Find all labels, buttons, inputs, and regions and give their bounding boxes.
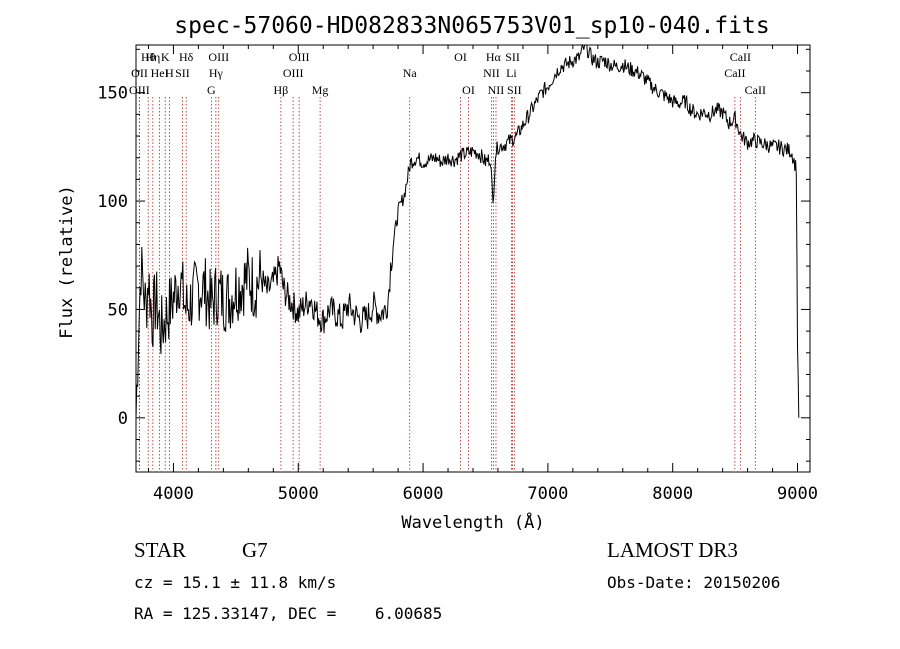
- redshift-velocity: cz = 15.1 ± 11.8 km/s: [134, 573, 336, 592]
- spectral-line-label: OIII: [208, 50, 229, 64]
- spectral-line-label: Mg: [312, 83, 329, 97]
- spectral-line-label: Hθ: [141, 50, 156, 64]
- spectral-line-label: CaII: [745, 83, 766, 97]
- y-tick-label: 50: [108, 300, 128, 320]
- x-tick-label: 4000: [153, 484, 194, 504]
- spectral-line-label: CaII: [724, 66, 745, 80]
- spectrum-line: [135, 44, 800, 419]
- spectral-line-label: Hδ: [179, 50, 194, 64]
- spectral-line-label: Na: [403, 66, 418, 80]
- survey-name: LAMOST DR3: [607, 538, 738, 562]
- plot-frame: [135, 44, 811, 473]
- spectral-line-label: Li: [506, 66, 517, 80]
- spectral-line-label: SII: [175, 66, 190, 80]
- spectral-line-label: HeI: [151, 66, 169, 80]
- spectral-line-label: OIII: [283, 66, 304, 80]
- spectral-line-label: SII: [507, 83, 522, 97]
- y-tick-label: 150: [97, 84, 128, 104]
- spectral-line-label: CaII: [730, 50, 751, 64]
- object-class: STAR: [134, 538, 186, 562]
- x-axis-ticks: 4000 5000 6000 7000 8000 9000: [147, 45, 818, 504]
- x-tick-label: 6000: [403, 484, 444, 504]
- spectral-line-label: NII: [488, 83, 505, 97]
- spectral-line-label: G: [207, 83, 216, 97]
- spectral-line-label: H: [165, 66, 174, 80]
- spectral-line-label: OIII: [289, 50, 310, 64]
- spectral-line-label: OIII: [129, 83, 150, 97]
- x-tick-label: 8000: [652, 484, 693, 504]
- x-tick-label: 7000: [527, 484, 568, 504]
- y-axis-ticks: 0 50 100 150: [97, 48, 810, 462]
- spectral-line-markers: [138, 97, 756, 472]
- spectral-line-label: Hη: [145, 50, 160, 64]
- spectral-line-label: OI: [454, 50, 467, 64]
- coordinates: RA = 125.33147, DEC = 6.00685: [134, 604, 442, 623]
- spectral-line-label: Hα: [486, 50, 502, 64]
- observation-date: Obs-Date: 20150206: [607, 573, 780, 592]
- object-subclass: G7: [242, 538, 268, 562]
- y-axis-label: Flux (relative): [57, 185, 77, 339]
- x-axis-label: Wavelength (Å): [401, 511, 544, 533]
- y-tick-label: 0: [118, 409, 128, 429]
- x-tick-label: 9000: [777, 484, 818, 504]
- spectral-line-label: OI: [462, 83, 475, 97]
- spectral-line-label: Hγ: [209, 66, 224, 80]
- spectral-line-label: OII: [131, 66, 148, 80]
- spectral-line-label: SII: [505, 50, 520, 64]
- spectral-line-label: K: [161, 50, 170, 64]
- y-tick-label: 100: [97, 192, 128, 212]
- spectral-line-label: NII: [483, 66, 500, 80]
- x-tick-label: 5000: [278, 484, 319, 504]
- chart-title: spec-57060-HD082833N065753V01_sp10-040.f…: [174, 13, 769, 39]
- spectral-line-label: Hβ: [274, 83, 289, 97]
